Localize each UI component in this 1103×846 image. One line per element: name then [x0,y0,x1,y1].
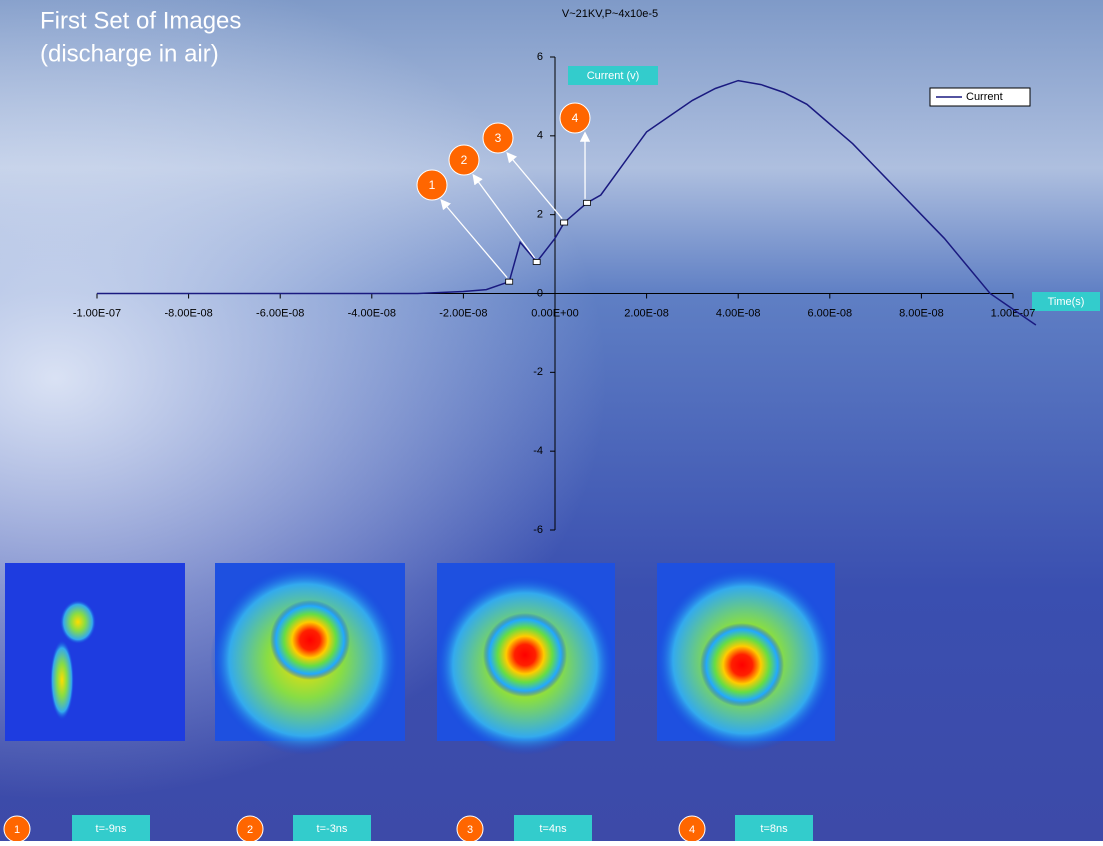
x-axis-label: Time(s) [1048,296,1085,308]
annotation-label: 2 [461,153,468,167]
image-blob [60,600,96,644]
image [5,563,185,741]
x-tick-label: -2.00E-08 [439,307,487,319]
y-tick-label: -2 [533,366,543,378]
image-blob [50,640,74,720]
x-tick-label: -4.00E-08 [348,307,396,319]
image-blob [270,600,350,680]
chart-title: V~21KV,P~4x10e-5 [562,8,658,20]
x-tick-label: 0.00E+00 [531,307,578,319]
annotation-point [584,200,591,205]
slide-title: (discharge in air) [40,40,219,67]
x-tick-label: -8.00E-08 [164,307,212,319]
annotation-point [533,259,540,264]
y-tick-label: 4 [537,130,543,142]
image-caption: t=4ns [539,823,567,835]
image-number: 1 [14,824,20,836]
y-tick-label: 2 [537,209,543,221]
image-caption: t=-3ns [317,823,348,835]
x-tick-label: -6.00E-08 [256,307,304,319]
x-tick-label: 4.00E-08 [716,307,761,319]
slide: First Set of Images (discharge in air) V… [0,0,1103,841]
image-number: 2 [247,824,253,836]
annotation-label: 3 [495,131,502,145]
x-tick-label: 6.00E-08 [807,307,852,319]
annotation-label: 4 [572,111,579,125]
image-blob [483,613,567,697]
y-tick-label: 0 [537,287,543,299]
image-number: 3 [467,824,473,836]
y-tick-label: -4 [533,445,543,457]
annotation-point [506,279,513,284]
x-tick-label: 2.00E-08 [624,307,669,319]
image-blob [700,623,784,707]
annotation-label: 1 [429,178,436,192]
y-axis-label: Current (v) [587,70,640,82]
image-caption: t=-9ns [96,823,127,835]
x-tick-label: -1.00E-07 [73,307,121,319]
image-number: 4 [689,824,695,836]
y-tick-label: -6 [533,524,543,536]
y-tick-label: 6 [537,51,543,63]
slide-title: First Set of Images [40,7,241,34]
x-tick-label: 8.00E-08 [899,307,944,319]
image-caption: t=8ns [760,823,788,835]
annotation-point [561,220,568,225]
legend-label: Current [966,91,1003,103]
